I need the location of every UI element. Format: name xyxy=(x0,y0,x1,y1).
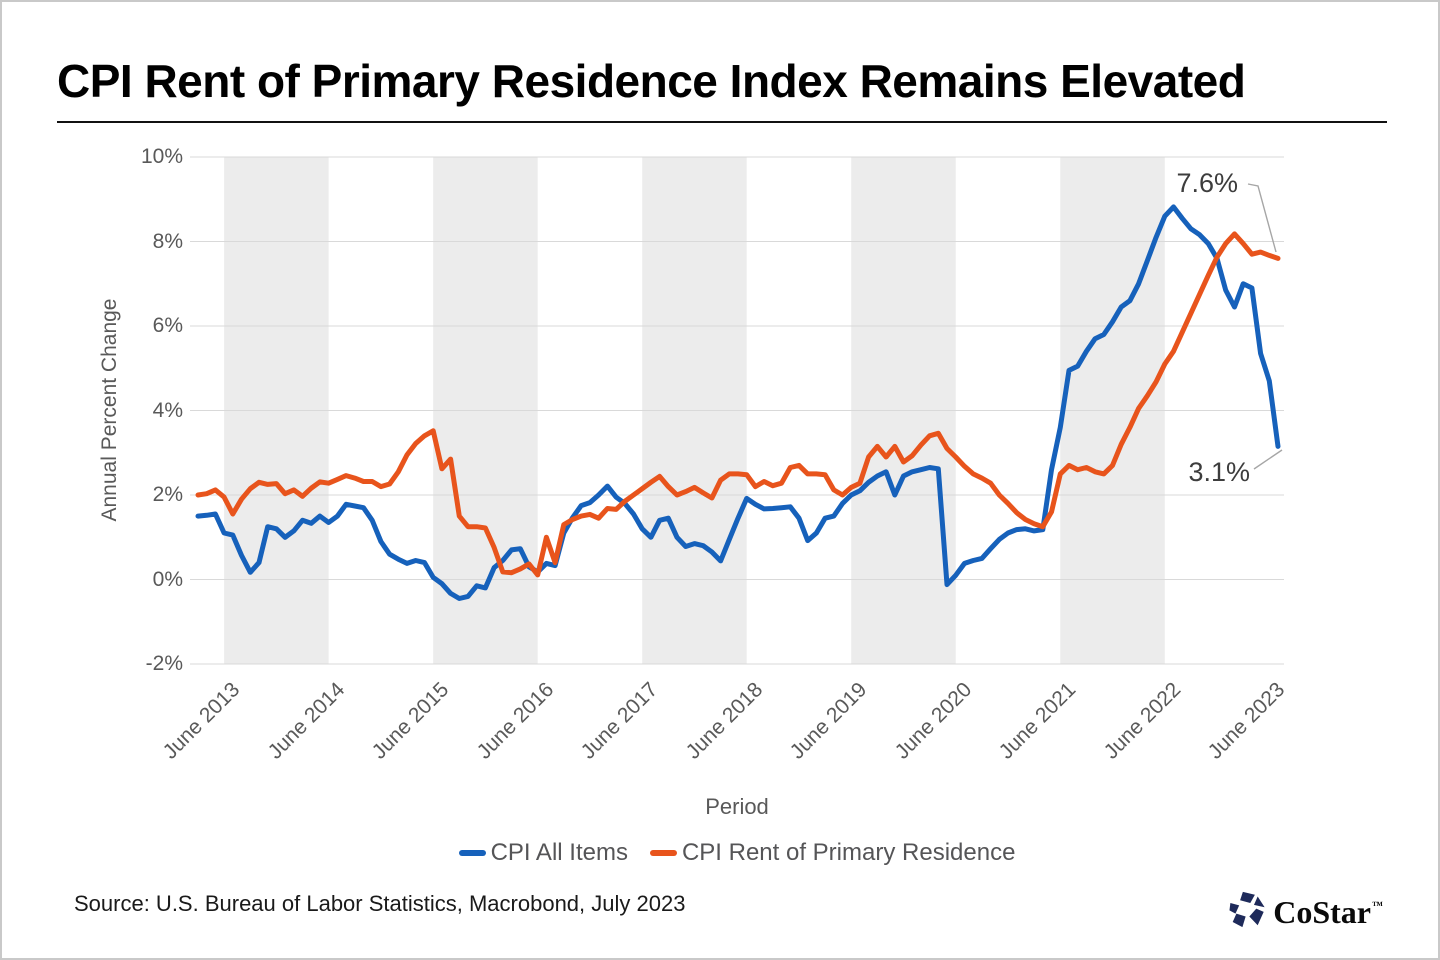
trademark-symbol: ™ xyxy=(1372,900,1383,912)
x-tick-label: June 2021 xyxy=(994,678,1081,764)
legend-item-all-items: CPI All Items xyxy=(458,839,628,867)
legend-label: CPI All Items xyxy=(490,839,628,866)
x-tick-label: June 2017 xyxy=(576,678,663,764)
x-tick-label: June 2018 xyxy=(681,678,767,764)
all-items-end-annotation: 3.1% xyxy=(1188,457,1250,487)
x-tick-label: June 2014 xyxy=(263,678,349,764)
y-tick-label: 6% xyxy=(152,314,183,337)
page-title: CPI Rent of Primary Residence Index Rema… xyxy=(57,55,1246,107)
x-tick-label: June 2016 xyxy=(472,678,558,764)
legend-label: CPI Rent of Primary Residence xyxy=(681,839,1016,866)
series-line-cpi-rent-of-primary-residence xyxy=(195,231,1281,578)
x-axis-title: Period xyxy=(705,794,769,819)
series-line-cpi-all-items xyxy=(195,204,1281,601)
gridlines xyxy=(190,156,1284,665)
x-tick-label: June 2020 xyxy=(890,678,976,764)
x-tick-label: June 2015 xyxy=(367,678,454,764)
y-tick-label: 4% xyxy=(152,398,183,422)
rent-end-annotation: 7.6% xyxy=(1176,168,1238,198)
all-items-line-swatch-icon xyxy=(458,850,486,856)
costar-wordmark: CoStar™ xyxy=(1273,894,1383,930)
costar-logo: CoStar™ xyxy=(1229,888,1383,931)
data-series-lines xyxy=(195,204,1281,601)
x-tick-label: June 2023 xyxy=(1203,678,1290,764)
y-tick-label: 0% xyxy=(152,567,183,591)
x-tick-label: June 2022 xyxy=(1099,678,1186,764)
source-attribution: Source: U.S. Bureau of Labor Statistics,… xyxy=(74,891,686,916)
legend-item-rent: CPI Rent of Primary Residence xyxy=(649,839,1016,867)
chart-legend: CPI All Items CPI Rent of Primary Reside… xyxy=(190,838,1284,868)
line-chart-plot-area xyxy=(190,156,1284,665)
costar-pinwheel-icon xyxy=(1229,891,1265,928)
all-items-callout-line xyxy=(1253,449,1283,470)
y-tick-label: 2% xyxy=(152,483,183,506)
y-tick-label: 10% xyxy=(140,145,183,168)
rent-callout-line xyxy=(1247,183,1277,253)
rent-line-swatch-icon xyxy=(649,850,677,856)
y-tick-label: -2% xyxy=(145,652,183,675)
title-divider xyxy=(57,121,1387,123)
x-tick-label: June 2019 xyxy=(785,678,872,764)
x-tick-label: June 2013 xyxy=(158,678,245,764)
callout-lines xyxy=(1247,183,1283,470)
y-tick-label: 8% xyxy=(152,229,183,253)
